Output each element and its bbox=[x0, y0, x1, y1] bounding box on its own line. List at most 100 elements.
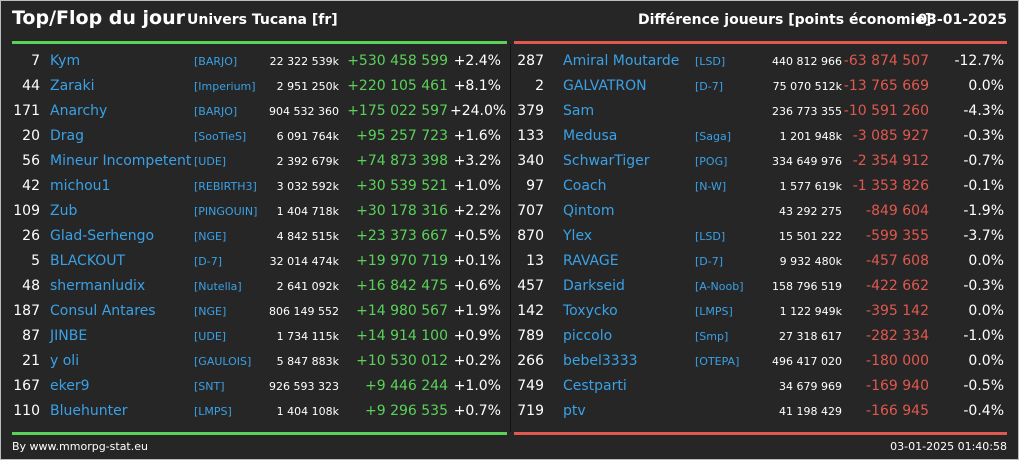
table-row: 749 Cestparti 34 679 969 -169 940 -0.5% bbox=[511, 374, 1018, 399]
player-name-link[interactable]: Zaraki bbox=[50, 78, 95, 94]
table-row: 2 GALVATRON [D-7] 75 070 512k -13 765 669 0.0… bbox=[511, 74, 1018, 99]
alliance-tag-link[interactable]: [NGE] bbox=[194, 305, 227, 318]
alliance-tag-link[interactable]: [D-7] bbox=[695, 80, 724, 93]
alliance-tag-link[interactable]: [N-W] bbox=[695, 180, 727, 193]
percent-change: +2.4% bbox=[453, 53, 501, 69]
alliance-tag-link[interactable]: [BARJO] bbox=[194, 105, 238, 118]
table-row: 26 Glad-Serhengo [NGE] 4 842 515k +23 373 66… bbox=[1, 224, 510, 249]
player-name-link[interactable]: Glad-Serhengo bbox=[50, 228, 155, 244]
player-rank: 266 bbox=[517, 353, 544, 369]
alliance-tag-link[interactable]: [A-Noob] bbox=[695, 280, 744, 293]
alliance-tag-link[interactable]: [UDE] bbox=[194, 330, 227, 343]
table-row: 133 Medusa [Saga] 1 201 948k -3 085 927 -0.3% bbox=[511, 124, 1018, 149]
alliance-tag-link[interactable]: [Smp] bbox=[695, 330, 729, 343]
player-points: 75 070 512k bbox=[772, 80, 842, 93]
alliance-tag-link[interactable]: [D-7] bbox=[194, 255, 223, 268]
points-difference: -1 353 826 bbox=[852, 178, 929, 194]
percent-change: +1.9% bbox=[453, 303, 501, 319]
player-name-link[interactable]: Medusa bbox=[563, 128, 618, 144]
player-name-link[interactable]: Cestparti bbox=[563, 378, 627, 394]
alliance-tag-link[interactable]: [LMPS] bbox=[194, 405, 232, 418]
points-difference: +16 842 475 bbox=[356, 278, 448, 294]
table-row: 789 piccolo [Smp] 27 318 617 -282 334 -1.0% bbox=[511, 324, 1018, 349]
player-points: 1 734 115k bbox=[276, 330, 339, 343]
player-name-link[interactable]: Qintom bbox=[563, 203, 615, 219]
alliance-tag-link[interactable]: [GAULOIS] bbox=[194, 355, 252, 368]
player-name-link[interactable]: Sam bbox=[563, 103, 595, 119]
player-name-link[interactable]: michou1 bbox=[50, 178, 111, 194]
player-rank: 789 bbox=[517, 328, 544, 344]
player-name-link[interactable]: ptv bbox=[563, 403, 586, 419]
table-row: 20 Drag [SooTieS] 6 091 764k +95 257 723 +1.6… bbox=[1, 124, 510, 149]
table-row: 707 Qintom 43 292 275 -849 604 -1.9% bbox=[511, 199, 1018, 224]
alliance-tag-link[interactable]: [SNT] bbox=[194, 380, 225, 393]
player-name-link[interactable]: piccolo bbox=[563, 328, 613, 344]
player-name-link[interactable]: bebel3333 bbox=[563, 353, 638, 369]
percent-change: +1.6% bbox=[453, 128, 501, 144]
player-name-link[interactable]: BLACKOUT bbox=[50, 253, 126, 269]
player-name-link[interactable]: RAVAGE bbox=[563, 253, 619, 269]
alliance-tag-link[interactable]: [OTEPA] bbox=[695, 355, 740, 368]
player-name-link[interactable]: Darkseid bbox=[563, 278, 625, 294]
player-name-link[interactable]: GALVATRON bbox=[563, 78, 647, 94]
alliance-tag-link[interactable]: [LSD] bbox=[695, 55, 726, 68]
player-name-link[interactable]: shermanludix bbox=[50, 278, 146, 294]
points-difference: -395 142 bbox=[866, 303, 929, 319]
table-row: 13 RAVAGE [D-7] 9 932 480k -457 608 0.0% bbox=[511, 249, 1018, 274]
player-name-link[interactable]: JINBE bbox=[50, 328, 88, 344]
alliance-tag-link[interactable]: [REBIRTH3] bbox=[194, 180, 257, 193]
player-name-link[interactable]: Kym bbox=[50, 53, 81, 69]
alliance-tag-link[interactable]: [POG] bbox=[695, 155, 728, 168]
alliance-tag-link[interactable]: [SooTieS] bbox=[194, 130, 247, 143]
player-points: 5 847 883k bbox=[276, 355, 339, 368]
player-name-link[interactable]: Consul Antares bbox=[50, 303, 156, 319]
table-row: 379 Sam 236 773 355 -10 591 260 -4.3% bbox=[511, 99, 1018, 124]
player-name-link[interactable]: Mineur Incompetent bbox=[50, 153, 192, 169]
percent-change: -4.3% bbox=[963, 103, 1004, 119]
player-name-link[interactable]: Bluehunter bbox=[50, 403, 128, 419]
alliance-tag-link[interactable]: [LSD] bbox=[695, 230, 726, 243]
table-row: 7 Kym [BARJO] 22 322 539k +530 458 599 +2.4% bbox=[1, 49, 510, 74]
player-points: 806 149 552 bbox=[269, 305, 339, 318]
table-row: 56 Mineur Incompetent [UDE] 2 392 679k +74 8… bbox=[1, 149, 510, 174]
alliance-tag-link[interactable]: [BARJO] bbox=[194, 55, 238, 68]
player-rank: 379 bbox=[517, 103, 544, 119]
player-name-link[interactable]: Coach bbox=[563, 178, 607, 194]
table-row: 266 bebel3333 [OTEPA] 496 417 020 -180 000 0.… bbox=[511, 349, 1018, 374]
points-difference: +23 373 667 bbox=[356, 228, 448, 244]
alliance-tag-link[interactable]: [NGE] bbox=[194, 230, 227, 243]
player-name-link[interactable]: eker9 bbox=[50, 378, 90, 394]
alliance-tag-link[interactable]: [LMPS] bbox=[695, 305, 733, 318]
alliance-tag-link[interactable]: [Saga] bbox=[695, 130, 732, 143]
alliance-tag-link[interactable]: [UDE] bbox=[194, 155, 227, 168]
table-row: 142 Toxycko [LMPS] 1 122 949k -395 142 0.0% bbox=[511, 299, 1018, 324]
player-name-link[interactable]: Ylex bbox=[563, 228, 593, 244]
points-difference: +9 296 535 bbox=[365, 403, 448, 419]
player-points: 2 641 092k bbox=[276, 280, 339, 293]
player-name-link[interactable]: Anarchy bbox=[50, 103, 108, 119]
points-difference: +30 539 521 bbox=[356, 178, 448, 194]
player-name-link[interactable]: Toxycko bbox=[563, 303, 618, 319]
player-name-link[interactable]: SchwarTiger bbox=[563, 153, 650, 169]
player-points: 1 201 948k bbox=[779, 130, 842, 143]
player-name-link[interactable]: Amiral Moutarde bbox=[563, 53, 680, 69]
page-title: Top/Flop du jour bbox=[12, 7, 185, 29]
player-name-link[interactable]: Zub bbox=[50, 203, 78, 219]
footer-timestamp: 03-01-2025 01:40:58 bbox=[890, 440, 1007, 453]
player-name-link[interactable]: y oli bbox=[50, 353, 80, 369]
percent-change: -1.9% bbox=[963, 203, 1004, 219]
player-rank: 870 bbox=[517, 228, 544, 244]
player-name-link[interactable]: Drag bbox=[50, 128, 85, 144]
alliance-tag-link[interactable]: [Imperium] bbox=[194, 80, 256, 93]
alliance-tag-link[interactable]: [D-7] bbox=[695, 255, 724, 268]
player-rank: 110 bbox=[13, 403, 40, 419]
player-rank: 44 bbox=[22, 78, 40, 94]
player-rank: 142 bbox=[517, 303, 544, 319]
player-rank: 48 bbox=[22, 278, 40, 294]
points-difference: -457 608 bbox=[866, 253, 929, 269]
table-row: 167 eker9 [SNT] 926 593 323 +9 446 244 +1.0% bbox=[1, 374, 510, 399]
alliance-tag-link[interactable]: [PINGOUIN] bbox=[194, 205, 258, 218]
alliance-tag-link[interactable]: [Nutella] bbox=[194, 280, 242, 293]
player-points: 334 649 976 bbox=[772, 155, 842, 168]
